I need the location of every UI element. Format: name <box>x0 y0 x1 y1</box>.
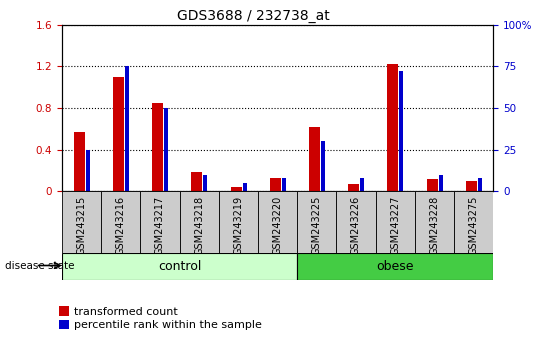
Text: GSM243225: GSM243225 <box>312 196 322 256</box>
Bar <box>204 175 208 191</box>
Legend: transformed count, percentile rank within the sample: transformed count, percentile rank withi… <box>59 307 262 330</box>
Bar <box>113 77 124 191</box>
Bar <box>62 191 101 253</box>
Bar <box>348 184 359 191</box>
Bar <box>399 72 403 191</box>
Text: disease state: disease state <box>5 261 75 271</box>
Bar <box>297 191 336 253</box>
Bar <box>270 178 281 191</box>
Bar <box>454 191 493 253</box>
Text: GSM243219: GSM243219 <box>233 196 244 255</box>
Text: obese: obese <box>376 260 414 273</box>
Bar <box>140 191 179 253</box>
Bar <box>426 179 438 191</box>
Bar <box>179 191 219 253</box>
Bar <box>297 253 493 280</box>
Text: GDS3688 / 232738_at: GDS3688 / 232738_at <box>177 9 330 23</box>
Text: control: control <box>158 260 201 273</box>
Text: GSM243275: GSM243275 <box>468 196 479 256</box>
Bar <box>125 67 129 191</box>
Bar <box>336 191 376 253</box>
Bar <box>191 172 202 191</box>
Bar <box>478 178 482 191</box>
Text: GSM243216: GSM243216 <box>116 196 126 255</box>
Text: GSM243217: GSM243217 <box>155 196 165 255</box>
Bar <box>219 191 258 253</box>
Bar <box>152 103 163 191</box>
Bar <box>243 183 247 191</box>
Bar <box>74 132 85 191</box>
Text: GSM243227: GSM243227 <box>390 196 400 256</box>
Bar <box>466 181 476 191</box>
Bar <box>258 191 297 253</box>
Text: GSM243228: GSM243228 <box>430 196 439 255</box>
Bar <box>376 191 415 253</box>
Bar <box>321 141 325 191</box>
Bar <box>101 191 140 253</box>
Bar <box>86 149 90 191</box>
Bar <box>439 175 443 191</box>
Bar <box>231 187 241 191</box>
Text: GSM243215: GSM243215 <box>77 196 87 255</box>
Bar <box>415 191 454 253</box>
Bar <box>309 127 320 191</box>
Bar <box>388 64 398 191</box>
Text: GSM243218: GSM243218 <box>194 196 204 255</box>
Bar <box>62 253 297 280</box>
Bar <box>164 108 168 191</box>
Bar <box>360 178 364 191</box>
Bar <box>282 178 286 191</box>
Text: GSM243220: GSM243220 <box>273 196 282 255</box>
Text: GSM243226: GSM243226 <box>351 196 361 255</box>
